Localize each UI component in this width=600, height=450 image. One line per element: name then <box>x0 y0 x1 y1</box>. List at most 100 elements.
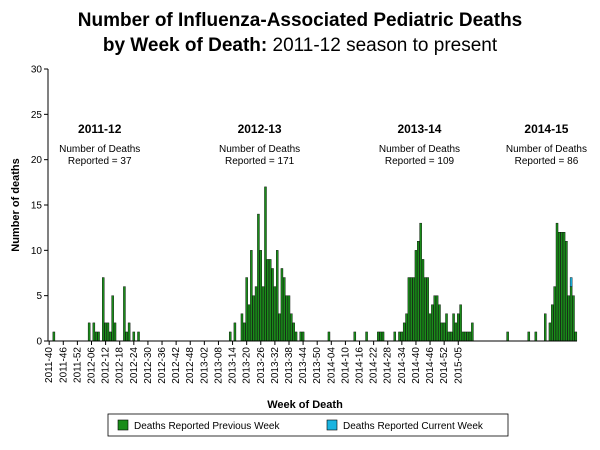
bar-previous-week <box>228 331 232 342</box>
chart-title-line1: Number of Influenza-Associated Pediatric… <box>78 10 523 31</box>
bar-previous-week <box>560 231 563 342</box>
bar-previous-week <box>461 331 465 342</box>
legend-swatch-previous-week <box>117 419 129 431</box>
x-tick-label: 2014-22 <box>369 347 380 384</box>
x-tick-label: 2014-16 <box>355 347 366 384</box>
bar-previous-week <box>574 331 578 342</box>
bar-previous-week <box>447 331 451 342</box>
bar-previous-week <box>292 322 295 342</box>
season-note-line2: Reported = 109 <box>385 156 455 167</box>
bar-previous-week <box>257 213 260 342</box>
bar-previous-week <box>452 313 455 342</box>
bar-previous-week <box>431 304 434 342</box>
chart-title-line2-bold: by Week of Death: <box>103 35 267 56</box>
bar-previous-week <box>137 331 140 342</box>
bar-previous-week <box>548 322 552 342</box>
bar-previous-week <box>254 286 258 342</box>
y-tick-label: 0 <box>36 337 42 348</box>
bar-previous-week <box>558 231 561 342</box>
x-tick-label: 2013-38 <box>284 347 295 384</box>
bar-previous-week <box>410 277 413 342</box>
bar-previous-week <box>266 259 270 342</box>
bar-previous-week <box>268 259 272 342</box>
bar-previous-week <box>421 259 425 342</box>
x-tick-label: 2012-30 <box>143 347 154 384</box>
bar-previous-week <box>327 331 331 342</box>
bar-previous-week <box>438 304 441 342</box>
season-note-line2: Reported = 86 <box>515 156 579 167</box>
x-tick-label: 2012-42 <box>171 347 182 384</box>
bar-previous-week <box>449 331 453 342</box>
bar-previous-week <box>412 277 415 342</box>
bar-previous-week <box>569 286 573 342</box>
bar-previous-week <box>442 322 446 342</box>
bar-previous-week <box>428 313 432 342</box>
bar-previous-week <box>534 331 538 342</box>
x-tick-label: 2011-40 <box>44 347 55 383</box>
legend-label-current-week: Deaths Reported Current Week <box>343 421 484 432</box>
bar-previous-week <box>440 322 444 342</box>
x-tick-label: 2014-40 <box>411 347 422 384</box>
bar-previous-week <box>562 231 566 342</box>
x-tick-label: 2013-14 <box>228 347 239 384</box>
bar-previous-week <box>445 313 448 342</box>
y-axis-label: Number of deaths <box>10 158 22 252</box>
season-note-line2: Reported = 171 <box>225 156 295 167</box>
bar-previous-week <box>379 331 382 342</box>
bar-previous-week <box>402 322 406 342</box>
plot-background <box>48 69 577 341</box>
x-axis: 2011-40 2011-46 2011-52 2012-06 2012-12 2012-… <box>44 340 577 384</box>
x-tick-label: 2014-28 <box>383 347 394 384</box>
bar-previous-week <box>553 286 556 342</box>
bar-previous-week <box>567 295 570 342</box>
x-tick-label: 2011-46 <box>58 347 69 383</box>
bar-previous-week <box>433 295 436 342</box>
bar-previous-week <box>259 250 263 342</box>
x-tick-label: 2013-02 <box>199 347 210 384</box>
bars <box>52 186 578 342</box>
bar-previous-week <box>398 331 401 342</box>
bar-previous-week <box>414 250 418 342</box>
bar-previous-week <box>250 250 253 342</box>
bar-previous-week <box>127 322 131 342</box>
bar-previous-week <box>459 304 462 342</box>
bar-previous-week <box>106 322 110 342</box>
x-tick-label: 2015-05 <box>453 347 464 384</box>
bar-previous-week <box>113 322 117 342</box>
bar-previous-week <box>264 186 267 342</box>
bar-previous-week <box>240 313 244 342</box>
x-tick-label: 2012-24 <box>129 347 140 384</box>
legend-label-previous-week: Deaths Reported Previous Week <box>134 421 280 432</box>
bar-previous-week <box>572 295 575 342</box>
x-axis-label: Week of Death <box>267 399 343 411</box>
bar-previous-week <box>233 322 237 342</box>
bar-previous-week <box>506 331 509 342</box>
bar-previous-week <box>468 331 472 342</box>
bar-previous-week <box>94 331 98 342</box>
x-tick-label: 2014-04 <box>326 347 337 384</box>
bar-previous-week <box>125 331 128 342</box>
y-tick-label: 15 <box>31 201 43 212</box>
bar-previous-week <box>353 331 357 342</box>
season-note-line2: Reported = 37 <box>68 156 132 167</box>
bar-previous-week <box>299 331 302 342</box>
x-tick-label: 2012-36 <box>157 347 168 384</box>
bar-previous-week <box>287 295 291 342</box>
bar-previous-week <box>551 304 554 342</box>
y-tick-label: 30 <box>31 65 43 76</box>
legend-box <box>107 413 509 437</box>
x-tick-label: 2014-46 <box>425 347 436 384</box>
season-label: 2012-13 <box>238 122 282 136</box>
x-tick-label: 2013-20 <box>242 347 253 384</box>
bar-previous-week <box>261 286 265 342</box>
bar-previous-week <box>87 322 91 342</box>
bar-previous-week <box>454 322 458 342</box>
season-note-line1: Number of Deaths <box>506 144 587 155</box>
bar-previous-week <box>97 331 100 342</box>
bar-previous-week <box>245 277 248 342</box>
x-tick-label: 2014-52 <box>439 347 450 384</box>
bar-previous-week <box>365 331 368 342</box>
bar-previous-week <box>466 331 469 342</box>
y-tick-label: 25 <box>31 110 43 121</box>
